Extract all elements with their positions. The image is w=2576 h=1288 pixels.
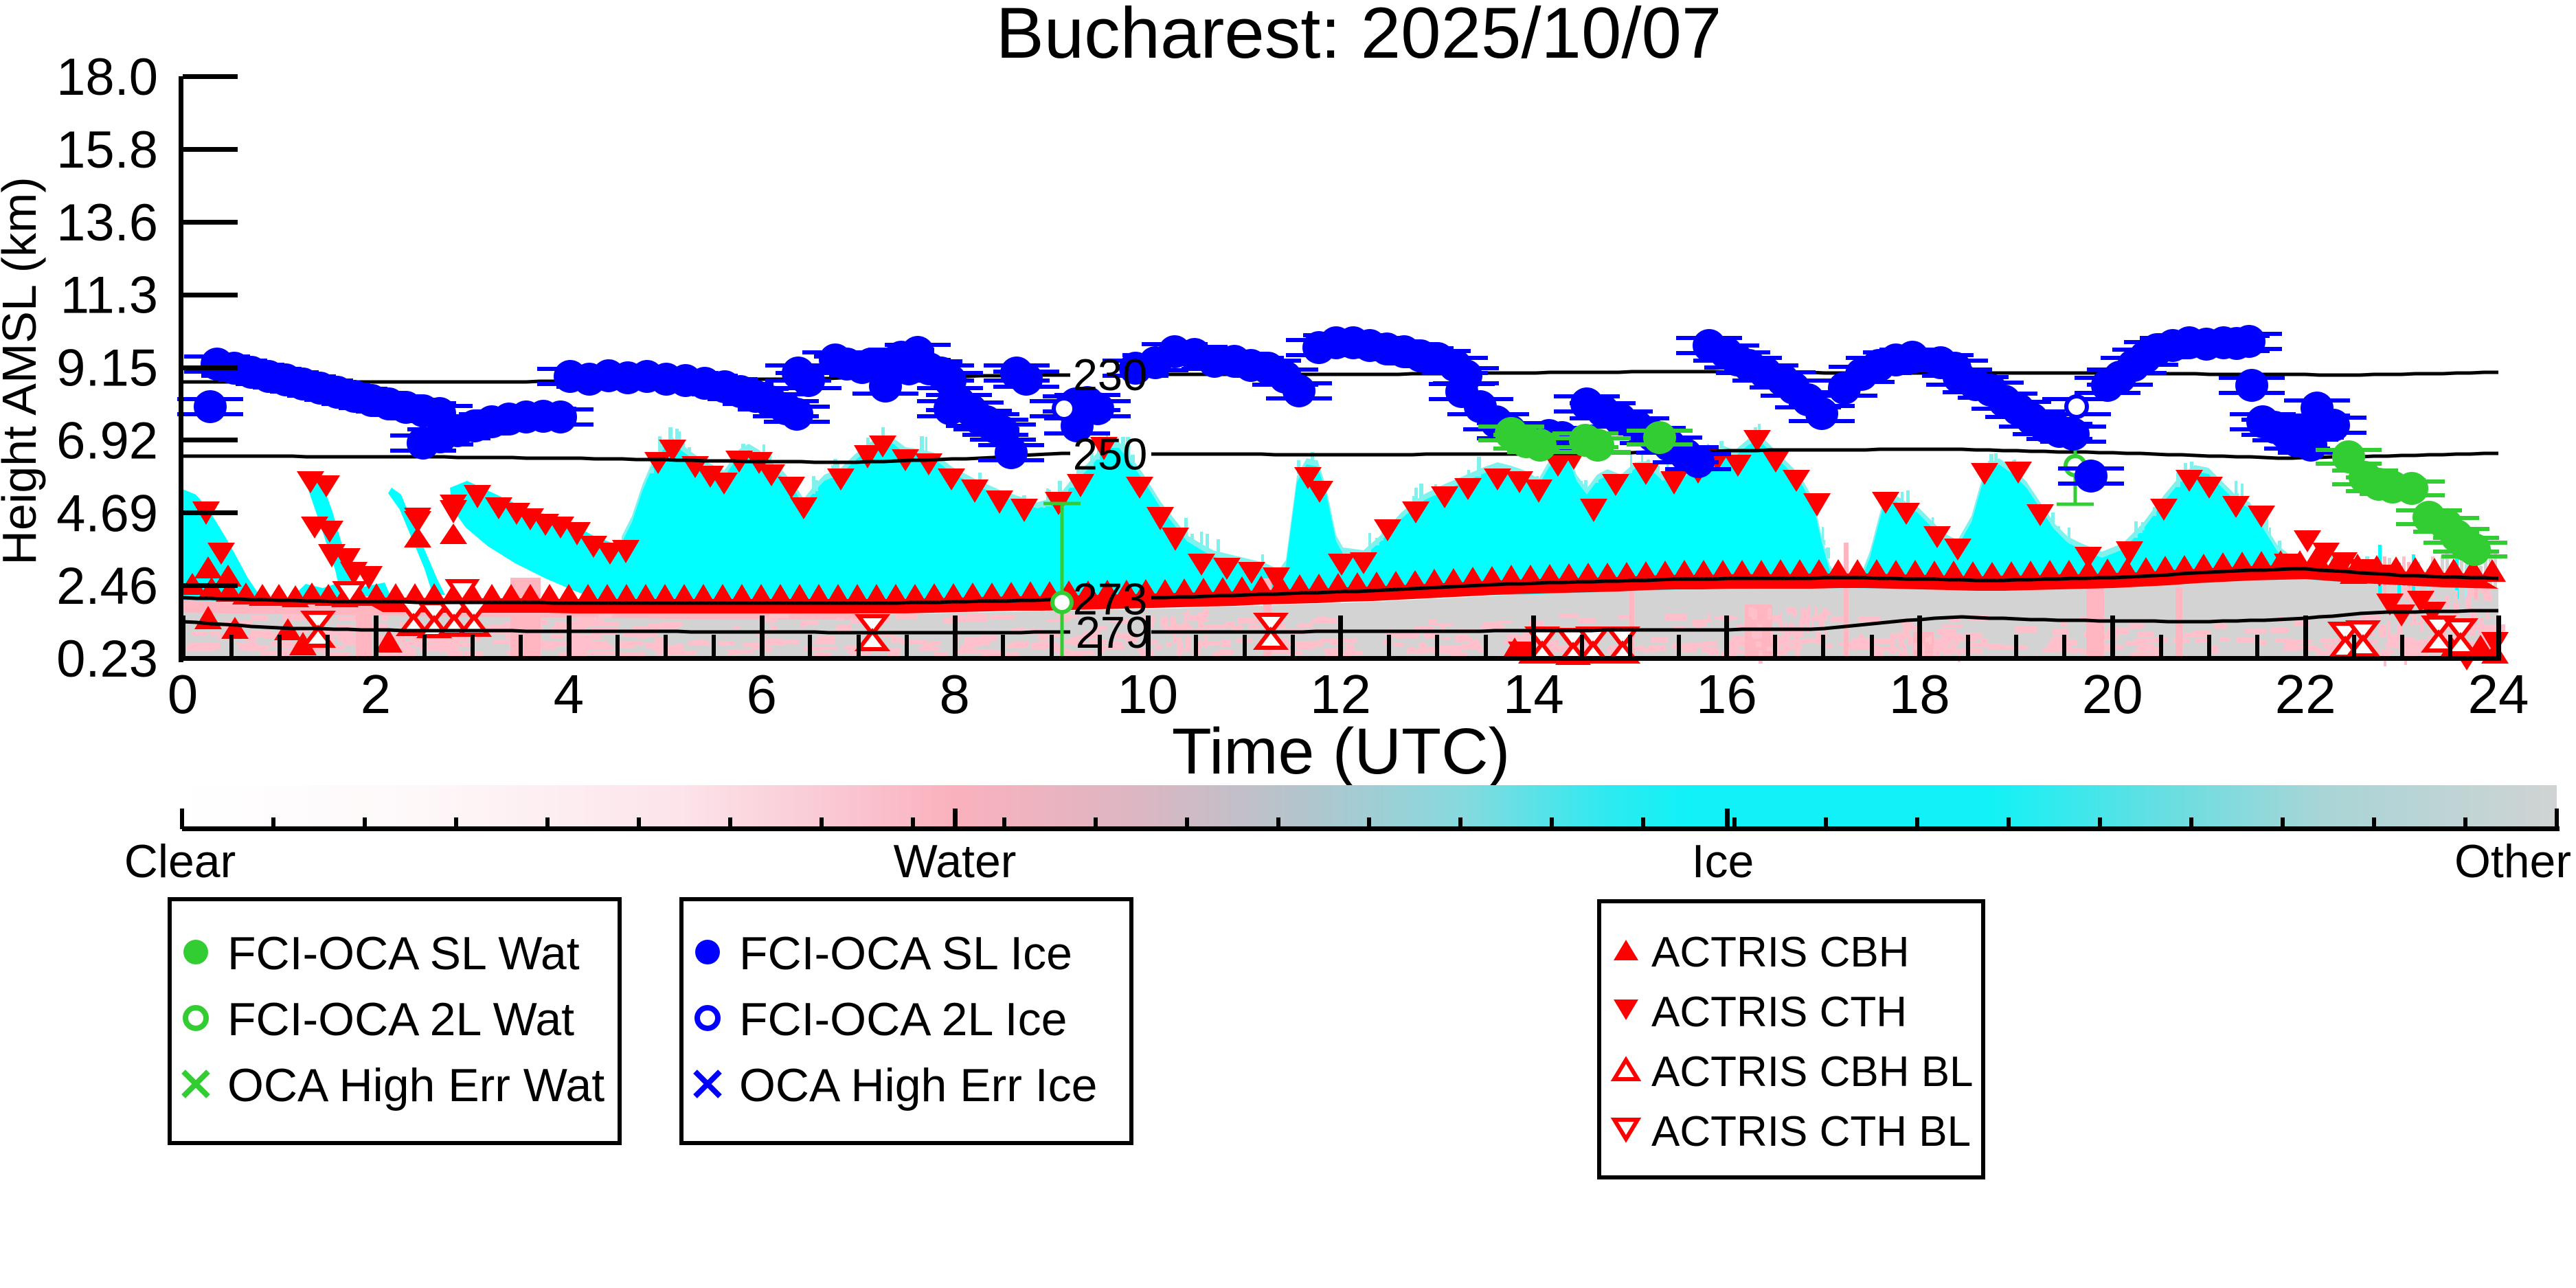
svg-text:Ice: Ice bbox=[1692, 835, 1754, 888]
svg-text:273: 273 bbox=[1073, 574, 1147, 624]
svg-text:Height AMSL (km): Height AMSL (km) bbox=[0, 177, 46, 565]
svg-text:18: 18 bbox=[1889, 664, 1950, 725]
svg-text:OCA High Err Wat: OCA High Err Wat bbox=[227, 1059, 605, 1111]
svg-text:20: 20 bbox=[2082, 664, 2143, 725]
svg-text:Other: Other bbox=[2454, 835, 2571, 888]
svg-text:ACTRIS CTH: ACTRIS CTH bbox=[1651, 988, 1907, 1036]
svg-text:18.0: 18.0 bbox=[56, 48, 158, 106]
svg-text:0: 0 bbox=[168, 664, 199, 725]
svg-text:279: 279 bbox=[1076, 607, 1150, 657]
svg-text:Water: Water bbox=[894, 835, 1017, 888]
svg-text:13.6: 13.6 bbox=[56, 194, 158, 252]
svg-text:14: 14 bbox=[1503, 664, 1564, 725]
svg-text:Clear: Clear bbox=[124, 835, 236, 888]
svg-text:4: 4 bbox=[554, 664, 585, 725]
svg-text:ACTRIS CTH BL: ACTRIS CTH BL bbox=[1651, 1108, 1971, 1155]
svg-text:10: 10 bbox=[1117, 664, 1178, 725]
svg-text:FCI-OCA SL Wat: FCI-OCA SL Wat bbox=[227, 927, 580, 980]
svg-text:ACTRIS CBH BL: ACTRIS CBH BL bbox=[1651, 1048, 1974, 1096]
svg-text:2.46: 2.46 bbox=[56, 557, 158, 615]
svg-text:16: 16 bbox=[1696, 664, 1757, 725]
svg-text:6: 6 bbox=[747, 664, 778, 725]
svg-text:12: 12 bbox=[1310, 664, 1371, 725]
svg-text:2: 2 bbox=[361, 664, 392, 725]
svg-text:24: 24 bbox=[2468, 664, 2529, 725]
svg-text:OCA High Err Ice: OCA High Err Ice bbox=[739, 1059, 1098, 1111]
svg-text:15.8: 15.8 bbox=[56, 121, 158, 179]
svg-text:FCI-OCA 2L Ice: FCI-OCA 2L Ice bbox=[739, 993, 1067, 1046]
svg-text:Bucharest: 2025/10/07: Bucharest: 2025/10/07 bbox=[996, 0, 1722, 74]
svg-text:6.92: 6.92 bbox=[56, 411, 158, 470]
svg-text:22: 22 bbox=[2275, 664, 2336, 725]
svg-text:ACTRIS CBH: ACTRIS CBH bbox=[1651, 929, 1909, 976]
svg-text:8: 8 bbox=[939, 664, 970, 725]
svg-text:11.3: 11.3 bbox=[60, 267, 158, 325]
svg-text:Time (UTC): Time (UTC) bbox=[1172, 715, 1511, 788]
svg-text:FCI-OCA 2L Wat: FCI-OCA 2L Wat bbox=[227, 993, 574, 1046]
svg-text:0.23: 0.23 bbox=[56, 630, 158, 688]
svg-text:9.15: 9.15 bbox=[56, 339, 158, 398]
svg-text:250: 250 bbox=[1073, 429, 1147, 479]
svg-text:4.69: 4.69 bbox=[56, 484, 158, 543]
svg-text:230: 230 bbox=[1073, 350, 1147, 400]
svg-text:FCI-OCA SL Ice: FCI-OCA SL Ice bbox=[739, 927, 1072, 980]
